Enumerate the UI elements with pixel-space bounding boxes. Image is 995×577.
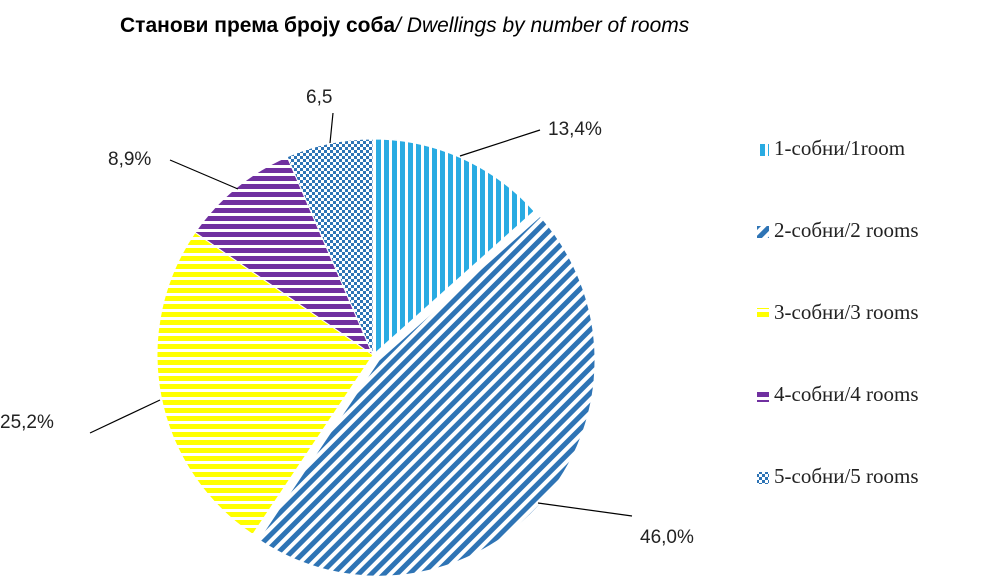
legend-label: 5-собни/5 rooms [774, 464, 919, 488]
leader-line [89, 399, 161, 434]
legend-label: 1-собни/1room [774, 136, 905, 160]
legend-label: 4-собни/4 rooms [774, 382, 919, 406]
title-main: Станови према броју соба [120, 14, 395, 37]
title-english: / Dwellings by number of rooms [393, 14, 690, 37]
pie-slice [286, 138, 374, 356]
legend-swatch [757, 226, 769, 238]
leader-line [459, 129, 541, 157]
legend-label: 2-собни/2 rooms [774, 218, 919, 242]
legend-swatch [757, 390, 769, 402]
legend-swatch [757, 472, 769, 484]
data-label: 13,4% [548, 119, 602, 140]
leader-line [169, 159, 239, 190]
pie-slice [258, 215, 596, 577]
data-label: 8,9% [108, 149, 151, 170]
leader-line [537, 502, 633, 517]
data-label: 46,0% [640, 527, 694, 548]
chart-title: Станови према броју соба/ Dwellings by n… [120, 14, 690, 37]
pie-slice [372, 138, 535, 357]
legend-label: 3-собни/3 rooms [774, 300, 919, 324]
data-label: 25,2% [0, 412, 54, 433]
data-label: 6,5 [306, 87, 332, 108]
legend-swatch [757, 144, 769, 156]
leader-line [329, 112, 334, 144]
pie-slice [156, 231, 374, 536]
legend-swatch [757, 308, 769, 320]
